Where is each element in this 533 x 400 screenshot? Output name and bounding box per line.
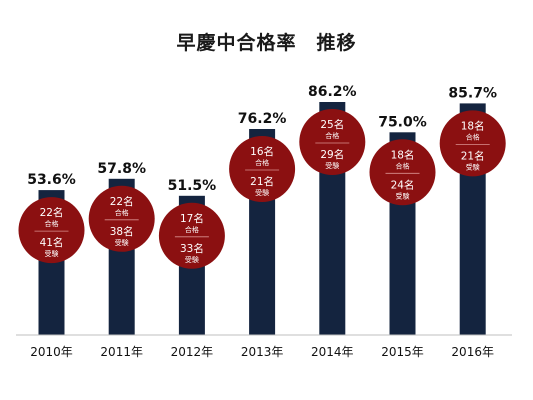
x-tick-label-6: 2016年 — [451, 345, 494, 359]
badge-passed-count-6: 18名 — [461, 119, 485, 132]
badge-examinees-label-0: 受験 — [45, 249, 59, 258]
badge-passed-label-0: 合格 — [45, 219, 59, 228]
x-tick-label-1: 2011年 — [100, 345, 143, 359]
badge-examinees-label-6: 受験 — [466, 162, 480, 171]
value-label-4: 86.2% — [308, 84, 357, 100]
badge-examinees-count-6: 21名 — [461, 149, 485, 162]
badge-passed-count-2: 17名 — [180, 212, 204, 225]
badge-passed-label-1: 合格 — [115, 208, 129, 217]
badge-circle-2 — [158, 202, 225, 269]
badge-circle-5 — [369, 139, 436, 206]
badge-passed-count-4: 25名 — [320, 118, 344, 131]
badge-passed-count-0: 22名 — [40, 206, 64, 219]
badge-passed-count-5: 18名 — [391, 148, 415, 161]
value-label-0: 53.6% — [27, 172, 76, 188]
badge-examinees-count-2: 33名 — [180, 242, 204, 255]
badge-examinees-label-2: 受験 — [185, 255, 199, 264]
badge-passed-label-2: 合格 — [185, 225, 199, 234]
value-label-1: 57.8% — [97, 161, 146, 177]
badge-passed-count-1: 22名 — [110, 195, 134, 208]
chart-title: 早慶中合格率 推移 — [176, 32, 357, 54]
badge-examinees-count-4: 29名 — [320, 148, 344, 161]
value-label-3: 76.2% — [238, 111, 287, 127]
value-label-6: 85.7% — [448, 85, 497, 101]
badge-examinees-count-0: 41名 — [40, 236, 64, 249]
badge-circle-4 — [299, 109, 366, 175]
badges-group: 22名合格41名受験22名合格38名受験17名合格33名受験16名合格21名受験… — [18, 109, 506, 269]
badge-examinees-label-3: 受験 — [255, 188, 269, 197]
badge-examinees-label-4: 受験 — [325, 161, 339, 170]
value-label-5: 75.0% — [378, 114, 427, 130]
badge-circle-1 — [88, 185, 155, 252]
badge-passed-label-6: 合格 — [466, 132, 480, 141]
value-labels-group: 53.6% 57.8% 51.5% 76.2% 86.2% 75.0% 85.7% — [27, 84, 497, 194]
badge-examinees-label-5: 受験 — [396, 191, 410, 200]
x-tick-labels-group: 2010年 2011年 2012年 2013年 2014年 2015年 2016年 — [30, 345, 494, 359]
badge-circle-0 — [18, 197, 85, 264]
x-tick-label-3: 2013年 — [241, 345, 284, 359]
badge-circle-3 — [229, 136, 296, 202]
x-tick-label-5: 2015年 — [381, 345, 424, 359]
badge-passed-count-3: 16名 — [250, 145, 274, 158]
badge-examinees-label-1: 受験 — [115, 238, 129, 247]
x-tick-label-4: 2014年 — [311, 345, 354, 359]
x-tick-label-2: 2012年 — [171, 345, 214, 359]
badge-passed-label-3: 合格 — [255, 158, 269, 167]
badge-passed-label-4: 合格 — [325, 131, 339, 140]
badge-circle-6 — [439, 110, 506, 177]
x-tick-label-0: 2010年 — [30, 345, 73, 359]
badge-examinees-count-5: 24名 — [391, 178, 415, 191]
badge-passed-label-5: 合格 — [396, 161, 410, 170]
badge-examinees-count-1: 38名 — [110, 225, 134, 238]
value-label-2: 51.5% — [168, 178, 217, 194]
badge-examinees-count-3: 21名 — [250, 175, 274, 188]
